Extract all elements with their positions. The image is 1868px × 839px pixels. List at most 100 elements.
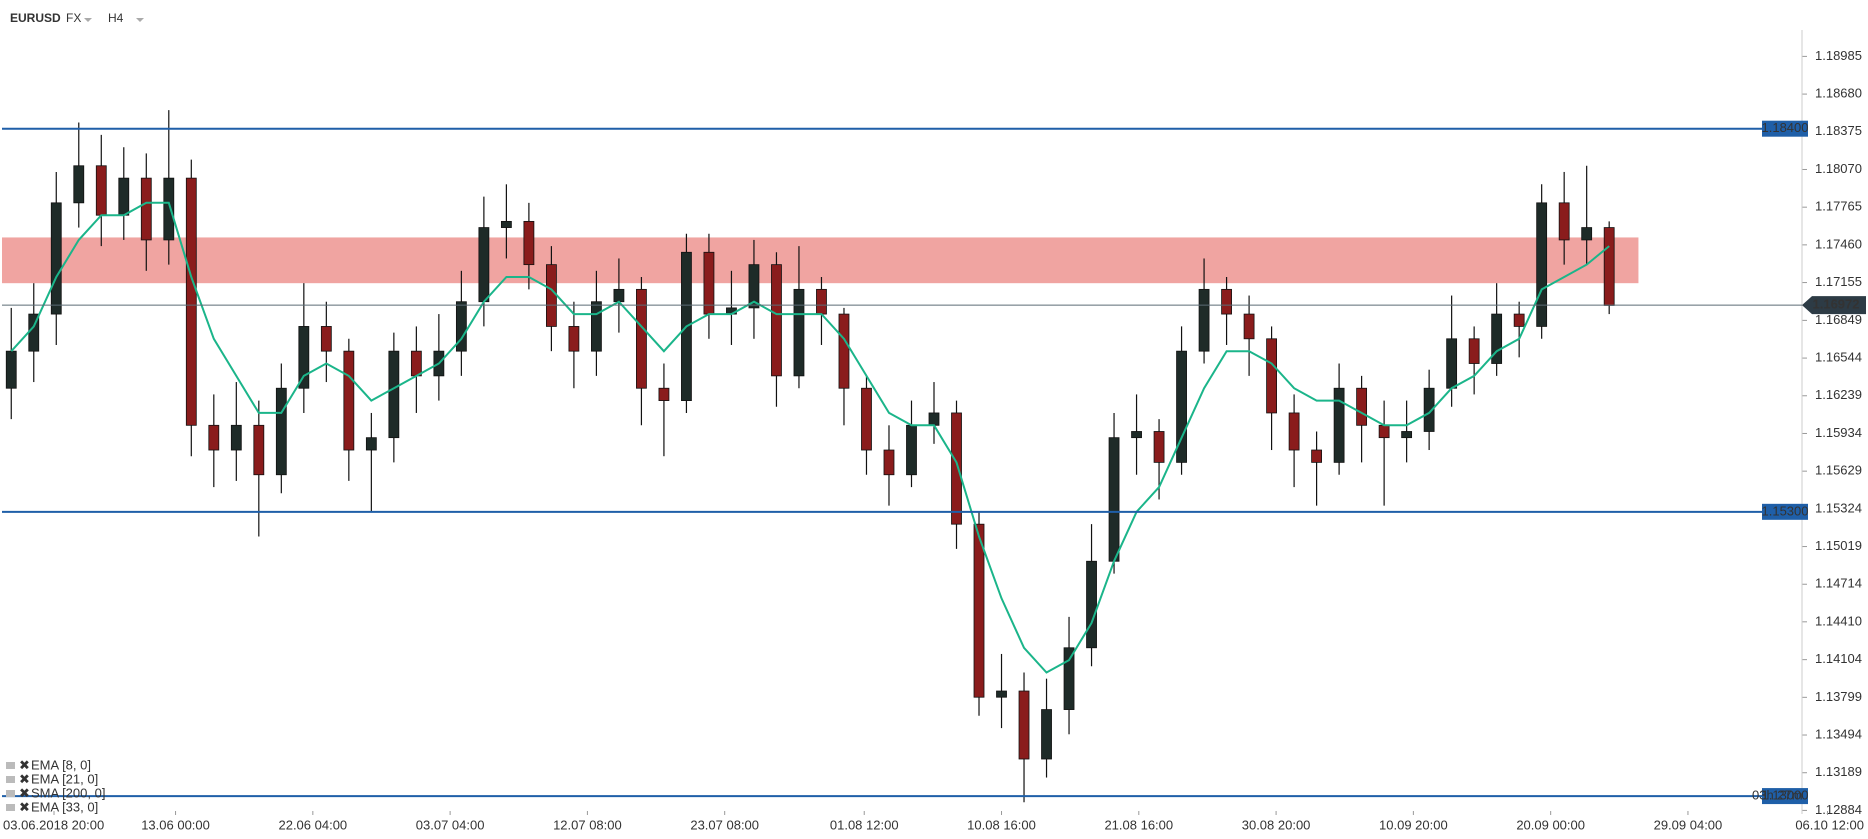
level-label: 1.13000 (1762, 788, 1809, 803)
level-label: 1.15300 (1762, 503, 1809, 518)
candle-body (118, 177, 130, 216)
y-tick-label: 1.18680 (1815, 86, 1862, 101)
x-tick-label: 13.06 00:00 (141, 817, 210, 832)
x-tick-label: 03.07 04:00 (416, 817, 485, 832)
candle-body (5, 350, 17, 389)
y-tick-label: 1.16849 (1815, 312, 1862, 327)
candle-body (208, 424, 220, 451)
candle-body (298, 326, 310, 389)
y-tick-label: 1.15934 (1815, 425, 1862, 440)
candle-body (545, 264, 557, 327)
y-tick-label: 1.17460 (1815, 236, 1862, 251)
level-label-box (1762, 788, 1808, 805)
candle-body (613, 288, 625, 303)
candle-body (185, 177, 197, 426)
y-tick-label: 1.18985 (1815, 48, 1862, 63)
candle-body (793, 288, 805, 377)
candle-body (1198, 288, 1210, 352)
candle-body (1108, 437, 1120, 562)
candle-body (500, 220, 512, 228)
candle-body (275, 387, 287, 476)
y-tick-label: 1.17155 (1815, 274, 1862, 289)
x-tick-label: 01.08 12:00 (830, 817, 899, 832)
candle-body (1581, 227, 1593, 241)
x-tick-label: 06.10 12:00 (1795, 817, 1864, 832)
y-tick-label: 1.13189 (1815, 764, 1862, 779)
candle-body (478, 227, 490, 303)
candle-body (1378, 424, 1390, 439)
candle-body (343, 350, 355, 451)
indicator-icon (6, 790, 15, 797)
indicator-icon (6, 804, 15, 811)
dropdown-caret[interactable] (84, 18, 92, 22)
x-tick-label: 23.07 08:00 (690, 817, 759, 832)
indicator-label: EMA [33, 0] (31, 799, 98, 814)
candle-body (388, 350, 400, 439)
y-tick-label: 1.18375 (1815, 123, 1862, 138)
candle-body (1018, 690, 1030, 760)
candle-body (1356, 387, 1368, 426)
level-label: 1.18400 (1762, 120, 1809, 135)
candle-body (816, 288, 827, 315)
candle-body (906, 424, 917, 476)
indicator-label: SMA [200, 0] (31, 785, 105, 800)
candle-body (1423, 387, 1435, 432)
candle-body (410, 350, 422, 377)
candle-body (1153, 431, 1165, 463)
x-tick-label: 22.06 04:00 (278, 817, 347, 832)
candle-body (1491, 313, 1503, 364)
y-tick-label: 1.18070 (1815, 161, 1862, 176)
candle-body (951, 412, 962, 525)
y-tick-label: 1.17765 (1815, 199, 1862, 214)
market[interactable]: FX (66, 11, 81, 25)
resistance-zone (2, 237, 1639, 284)
x-tick-label: 03.06.2018 20:00 (3, 817, 104, 832)
indicator-remove: ✖ (19, 799, 30, 814)
candle-body (996, 690, 1007, 698)
indicator-label: EMA [8, 0] (31, 757, 91, 772)
indicator-remove: ✖ (19, 771, 30, 786)
y-tick-label: 1.16544 (1815, 350, 1862, 365)
y-tick-label: 1.15629 (1815, 463, 1862, 478)
candle-body (253, 424, 265, 476)
candle-body (883, 449, 895, 476)
y-tick-label: 1.13494 (1815, 726, 1862, 741)
y-tick-label: 1.15324 (1815, 500, 1862, 515)
y-tick-label: 1.15019 (1815, 538, 1862, 553)
candle-body (1446, 338, 1458, 389)
interval[interactable]: H4 (108, 11, 124, 25)
candle-body (140, 177, 152, 241)
y-tick-label: 1.12884 (1815, 802, 1862, 817)
last-price-label: 1.16972 (1813, 297, 1860, 312)
x-tick-label: 10.08 16:00 (967, 817, 1036, 832)
candle-body (591, 301, 602, 352)
candle-body (973, 523, 985, 698)
level-label-box (1762, 503, 1808, 520)
candle-body (230, 424, 242, 451)
y-tick-label: 1.14714 (1815, 576, 1862, 591)
candle-body (861, 387, 872, 451)
candle-body (1401, 431, 1413, 439)
candle-body (1086, 560, 1097, 649)
indicator-icon (6, 762, 15, 769)
candle-body (320, 326, 332, 352)
candle-body (1243, 313, 1255, 340)
symbol[interactable]: EURUSD (10, 11, 61, 25)
dropdown-caret[interactable] (136, 18, 144, 22)
candle-body (838, 313, 850, 389)
candle-body (1603, 227, 1615, 306)
candle-body (163, 177, 175, 241)
candle-body (771, 264, 782, 377)
candle-body (95, 165, 107, 216)
x-tick-label: 30.08 20:00 (1242, 817, 1311, 832)
x-tick-label: 29.09 04:00 (1654, 817, 1723, 832)
indicator-remove: ✖ (19, 757, 30, 772)
candle-body (748, 264, 760, 309)
countdown: 03h 27m (1752, 787, 1803, 802)
candle-body (1131, 431, 1142, 439)
candle-body (658, 387, 670, 401)
candle-body (1513, 313, 1525, 327)
candle-body (636, 288, 647, 389)
